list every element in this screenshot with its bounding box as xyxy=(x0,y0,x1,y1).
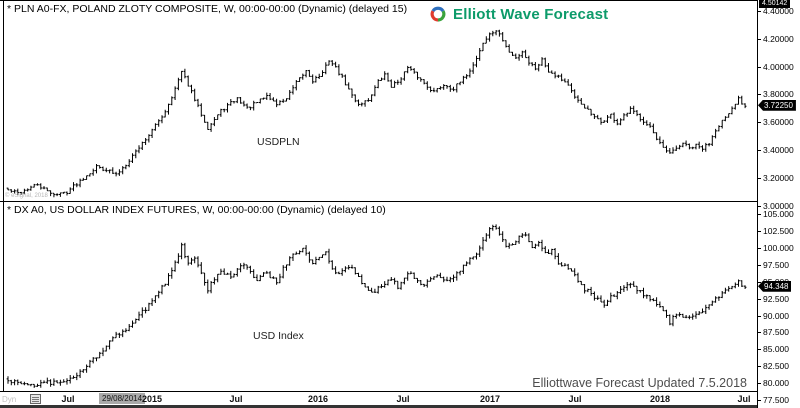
usdpln-plot-area[interactable] xyxy=(0,0,757,201)
price-tick-85.000: 85.000 xyxy=(758,344,789,355)
forecast-watermark: Elliottwave Forecast Updated 7.5.2018 xyxy=(532,376,747,390)
price-tick-77.500: 77.500 xyxy=(758,394,789,405)
horizontal-scrollbar[interactable] xyxy=(0,405,800,408)
price-tick-4.00000: 4.00000 xyxy=(758,61,794,72)
price-tick-92.500: 92.500 xyxy=(758,293,789,304)
price-tick-3.40000: 3.40000 xyxy=(758,145,794,155)
time-tick-2015-1: 2015 xyxy=(141,394,163,404)
price-tick-80.000: 80.000 xyxy=(758,378,789,388)
time-axis-separator-line xyxy=(0,391,757,392)
price-tick-90.000: 90.000 xyxy=(758,310,789,321)
esignal-watermark: © eSignal, 2018 xyxy=(5,193,48,199)
price-tick-100.000: 100.000 xyxy=(758,243,794,253)
price-tick-102.500: 102.500 xyxy=(758,226,794,237)
price-tick-82.500: 82.500 xyxy=(758,361,789,372)
price-tick-3.00000: 3.00000 xyxy=(758,200,794,211)
time-tick-Jul-8: Jul xyxy=(737,394,751,404)
price-tick-4.20000: 4.20000 xyxy=(758,33,794,44)
time-tick-Jul-4: Jul xyxy=(396,394,410,404)
price-tick-105.000: 105.000 xyxy=(758,209,794,220)
usdindex-plot-area[interactable] xyxy=(0,202,757,390)
usdindex-bars-path xyxy=(6,224,747,388)
time-tick-Jul-2: Jul xyxy=(229,394,243,404)
time-axis-mode-label: Dyn xyxy=(2,395,17,404)
usdpln-instrument-label: USDPLN xyxy=(257,136,300,148)
usdindex-instrument-label: USD Index xyxy=(253,330,304,342)
price-axis[interactable]: 4.50142 4.40000 4.20000 4.00000 3.80000 3.60… xyxy=(757,0,800,408)
last-price-badge: 94.348 xyxy=(758,280,792,292)
time-tick-Jul-0: Jul xyxy=(61,394,75,404)
start-date-badge: 29/08/2014 xyxy=(99,393,146,404)
high-price-badge: 4.50142 xyxy=(759,0,791,8)
time-tick-2017-5: 2017 xyxy=(479,394,501,404)
time-tick-2018-7: 2018 xyxy=(649,394,671,404)
usdpln-panel-title: * PLN A0-FX, POLAND ZLOTY COMPOSITE, W, … xyxy=(7,3,408,15)
elliott-wave-forecast-logo-icon xyxy=(430,6,446,22)
calendar-icon[interactable] xyxy=(30,394,41,404)
time-tick-2016-3: 2016 xyxy=(307,394,329,404)
time-axis[interactable]: Dyn 29/08/2014 Jul 2015 Jul 2016 Jul 2017 Jul 2… xyxy=(0,392,757,405)
price-tick-4.40000: 4.40000 xyxy=(758,6,794,16)
usdpln-bars-path xyxy=(6,29,747,198)
price-tick-3.80000: 3.80000 xyxy=(758,89,794,100)
usdindex-panel-title: * DX A0, US DOLLAR INDEX FUTURES, W, 00:… xyxy=(7,204,386,216)
elliott-wave-forecast-logo-text: Elliott Wave Forecast xyxy=(453,5,609,23)
price-tick-3.20000: 3.20000 xyxy=(758,172,794,183)
price-tick-87.500: 87.500 xyxy=(758,327,789,338)
last-price-badge: 3.72250 xyxy=(758,99,796,111)
time-tick-Jul-6: Jul xyxy=(568,394,582,404)
left-frame-line xyxy=(3,0,4,391)
price-tick-97.500: 97.500 xyxy=(758,259,789,270)
elliott-wave-forecast-logo: Elliott Wave Forecast xyxy=(429,5,608,23)
price-tick-3.60000: 3.60000 xyxy=(758,117,794,128)
panel-separator-line xyxy=(0,201,800,202)
top-frame-line xyxy=(0,0,800,1)
